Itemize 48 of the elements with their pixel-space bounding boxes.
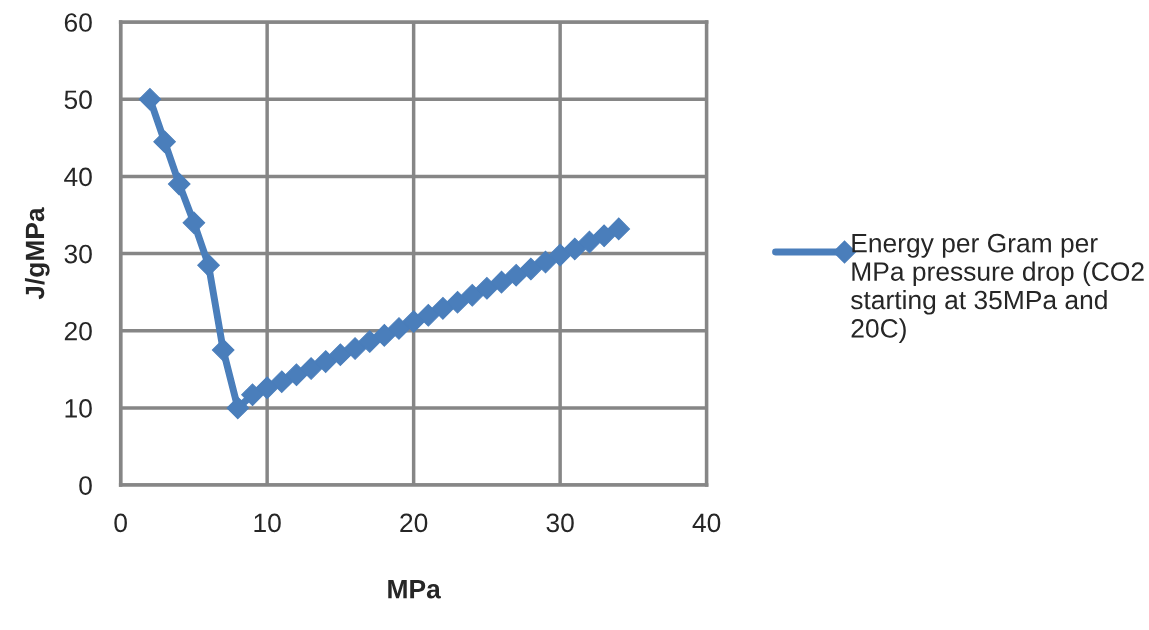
point (314, 350, 338, 373)
x-tick-label: 30 (546, 513, 574, 533)
point (138, 87, 162, 111)
point (358, 330, 382, 353)
point (578, 230, 601, 254)
point (255, 376, 279, 400)
point (548, 243, 572, 267)
y-axis-title: J/gMPa (24, 207, 50, 300)
y-tick-label: 10 (65, 399, 92, 418)
x-tick-label: 10 (254, 513, 281, 533)
point (490, 270, 513, 294)
y-tick-label: 50 (64, 90, 92, 110)
point (519, 257, 543, 281)
y-tick-label: 0 (79, 476, 92, 495)
point (431, 297, 455, 320)
y-tick-label: 60 (64, 13, 92, 32)
point (475, 276, 499, 300)
x-tick-label: 0 (114, 513, 127, 533)
point (563, 237, 587, 261)
x-axis-title: MPa (388, 580, 441, 599)
point (182, 211, 206, 235)
point (153, 130, 176, 153)
point (460, 283, 484, 307)
point (329, 343, 352, 366)
legend-label: Energy per Gram per MPa pressure drop (CO2 starting at 35MPa and 20C) (850, 233, 1144, 343)
x-tick-label: 40 (692, 513, 721, 533)
point (592, 224, 616, 248)
point (373, 324, 396, 347)
point (285, 363, 308, 387)
point (226, 396, 250, 420)
point (299, 357, 323, 380)
point (402, 310, 425, 333)
point (504, 263, 528, 287)
point (446, 290, 469, 314)
point (534, 250, 557, 274)
point (387, 317, 411, 340)
point (416, 303, 440, 327)
y-tick-label: 20 (64, 321, 92, 341)
point (211, 338, 235, 362)
point (607, 217, 631, 241)
point (241, 383, 264, 407)
y-tick-label: 30 (64, 244, 92, 264)
point (270, 370, 294, 394)
y-tick-label: 40 (64, 167, 92, 187)
x-tick-label: 20 (400, 513, 428, 533)
point (343, 337, 367, 360)
point (167, 172, 191, 196)
point (197, 253, 220, 277)
